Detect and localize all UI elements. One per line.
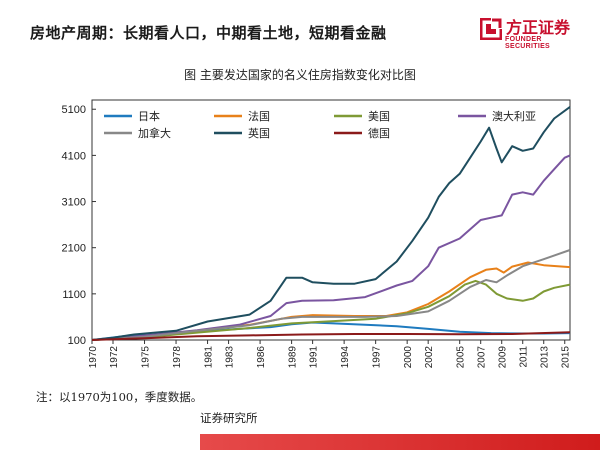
x-tick-label: 2000 — [403, 346, 414, 369]
x-tick-label: 1975 — [141, 346, 152, 369]
x-tick-label: 2013 — [540, 346, 551, 369]
x-tick-label: 1978 — [172, 346, 183, 369]
chart-note: 注：以1970为100，季度数据。 — [36, 390, 203, 404]
x-tick-label: 2005 — [456, 346, 467, 369]
series-line — [91, 331, 571, 341]
y-tick-label: 2100 — [62, 243, 86, 255]
legend-label: 加拿大 — [138, 126, 171, 140]
x-tick-label: 1997 — [372, 346, 383, 369]
x-tick-label: 2009 — [498, 346, 509, 369]
legend-label: 英国 — [248, 126, 270, 140]
x-tick-label: 2011 — [519, 346, 530, 368]
legend-label: 法国 — [248, 109, 270, 123]
logo-text-cn: 方正证券 — [506, 18, 571, 37]
y-tick-label: 1100 — [62, 289, 86, 301]
series-line — [91, 249, 571, 341]
series-line — [91, 154, 571, 341]
x-tick-label: 1972 — [109, 346, 120, 369]
legend-label: 美国 — [368, 110, 390, 123]
logo-mark-icon — [480, 18, 502, 40]
logo-text-en: FOUNDER SECURITIES — [505, 36, 551, 50]
x-tick-label: 2002 — [424, 346, 435, 369]
plot-frame — [91, 99, 571, 341]
x-tick-label: 2015 — [561, 346, 572, 369]
legend-label: 日本 — [138, 109, 160, 123]
y-tick-label: 5100 — [62, 104, 86, 116]
x-tick-label: 2007 — [477, 346, 488, 369]
x-tick-label: 1983 — [225, 346, 236, 369]
x-tick-label: 1994 — [340, 346, 351, 369]
header-title: 房地产周期：长期看人口，中期看土地，短期看金融 — [30, 24, 387, 42]
y-tick-label: 4100 — [62, 150, 86, 162]
company-logo: 方正证券 FOUNDER SECURITIES — [480, 14, 580, 50]
x-tick-label: 1981 — [204, 346, 215, 369]
footer-bar — [200, 434, 600, 450]
x-tick-label: 1991 — [309, 346, 320, 369]
x-tick-label: 1986 — [256, 346, 267, 369]
legend-label: 德国 — [368, 126, 390, 140]
series-line — [91, 106, 571, 341]
series-line — [91, 279, 571, 341]
legend-label: 澳大利亚 — [492, 109, 536, 123]
x-tick-label: 1989 — [288, 346, 299, 369]
source-text: 证券研究所 — [200, 411, 258, 425]
y-tick-label: 3100 — [62, 197, 86, 209]
y-tick-label: 100 — [68, 335, 86, 347]
chart-title: 图 主要发达国家的名义住房指数变化对比图 — [184, 68, 416, 82]
x-tick-label: 1970 — [88, 346, 99, 369]
